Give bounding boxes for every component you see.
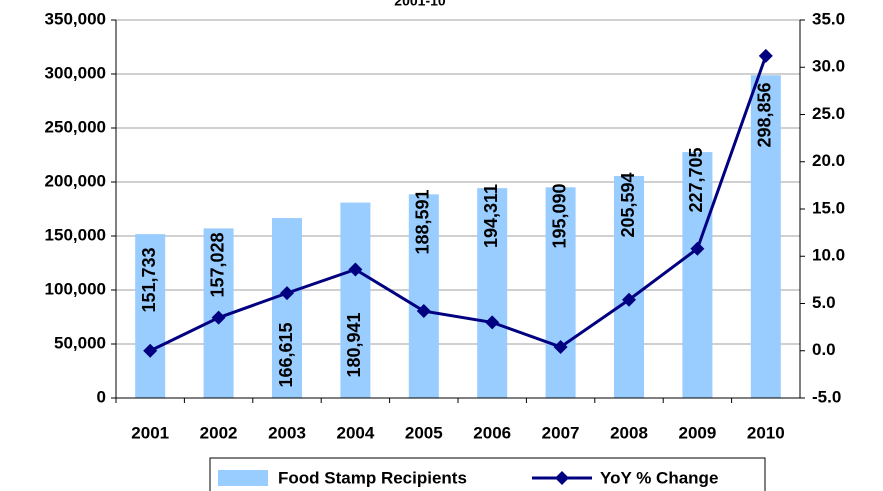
bar bbox=[682, 152, 713, 398]
bar bbox=[408, 194, 439, 398]
data-label: 166,615 bbox=[276, 322, 296, 387]
data-label: 298,856 bbox=[755, 82, 775, 147]
x-tick-label: 2005 bbox=[405, 423, 443, 442]
y-tick-label: 200,000 bbox=[45, 171, 106, 190]
x-tick-label: 2006 bbox=[473, 423, 511, 442]
data-label: 227,705 bbox=[686, 147, 706, 212]
y-tick-label: 300,000 bbox=[45, 63, 106, 82]
x-tick-label: 2004 bbox=[336, 423, 374, 442]
data-label: 194,311 bbox=[481, 184, 501, 248]
line-marker bbox=[143, 343, 158, 358]
line-marker bbox=[758, 48, 773, 63]
bar bbox=[614, 175, 644, 398]
x-tick-label: 2010 bbox=[747, 423, 785, 442]
y2-tick-label: 0.0 bbox=[812, 340, 836, 359]
bar bbox=[340, 202, 371, 398]
chart-title: 2001-10 bbox=[394, 0, 446, 9]
line-marker bbox=[348, 262, 363, 277]
y-tick-label: 150,000 bbox=[45, 225, 106, 244]
x-tick-label: 2007 bbox=[542, 423, 580, 442]
legend-box bbox=[209, 457, 766, 491]
line-marker bbox=[622, 292, 636, 307]
y2-tick-label: 20.0 bbox=[812, 151, 845, 170]
x-tick-label: 2002 bbox=[200, 423, 238, 442]
data-label: 157,028 bbox=[207, 232, 227, 297]
bar bbox=[135, 234, 166, 398]
data-label: 205,594 bbox=[618, 172, 638, 237]
y-tick-label: 250,000 bbox=[45, 117, 106, 136]
bar bbox=[272, 218, 302, 398]
y2-tick-label: 35.0 bbox=[812, 9, 845, 28]
line-marker bbox=[280, 286, 294, 301]
data-label: 180,941 bbox=[344, 312, 364, 377]
y2-tick-label: 30.0 bbox=[812, 57, 845, 76]
x-tick-label: 2001 bbox=[131, 423, 169, 442]
x-tick-label: 2009 bbox=[678, 423, 716, 442]
line-marker bbox=[485, 315, 500, 330]
data-label: 151,733 bbox=[139, 247, 159, 312]
y2-tick-label: 25.0 bbox=[812, 104, 845, 123]
legend-swatch bbox=[218, 470, 268, 486]
line-marker bbox=[211, 310, 226, 325]
y-tick-label: 0 bbox=[97, 387, 106, 406]
line-marker bbox=[690, 241, 705, 256]
x-tick-label: 2008 bbox=[610, 423, 648, 442]
data-label: 188,591 bbox=[413, 189, 433, 254]
y-tick-label: 350,000 bbox=[45, 9, 106, 28]
y-tick-label: 50,000 bbox=[54, 333, 106, 352]
y2-tick-label: 5.0 bbox=[812, 293, 836, 312]
x-tick-label: 2003 bbox=[268, 423, 306, 442]
y2-tick-label: 15.0 bbox=[812, 198, 845, 217]
legend-label: Food Stamp Recipients bbox=[278, 468, 467, 487]
y-tick-label: 100,000 bbox=[45, 279, 106, 298]
bar bbox=[477, 188, 508, 398]
bar bbox=[545, 187, 576, 398]
y2-tick-label: -5.0 bbox=[812, 387, 841, 406]
line-marker bbox=[553, 339, 568, 354]
y2-tick-label: 10.0 bbox=[812, 246, 845, 265]
line-marker bbox=[416, 304, 431, 319]
legend-marker bbox=[555, 471, 569, 485]
bar bbox=[750, 75, 781, 398]
line bbox=[149, 55, 768, 353]
data-label: 195,090 bbox=[549, 183, 569, 248]
legend-label: YoY % Change bbox=[600, 468, 718, 487]
